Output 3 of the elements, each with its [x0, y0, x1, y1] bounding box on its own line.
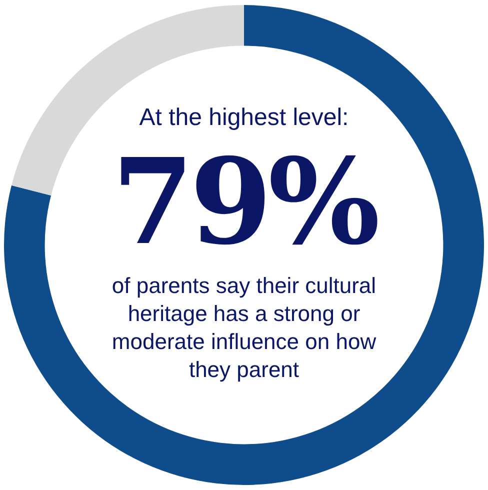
data-label: 79%	[110, 132, 378, 272]
text: of parents say their cultural heritage has a strong or moderate influence on how they parent	[110, 272, 378, 384]
text: At the highest level:	[138, 104, 350, 132]
